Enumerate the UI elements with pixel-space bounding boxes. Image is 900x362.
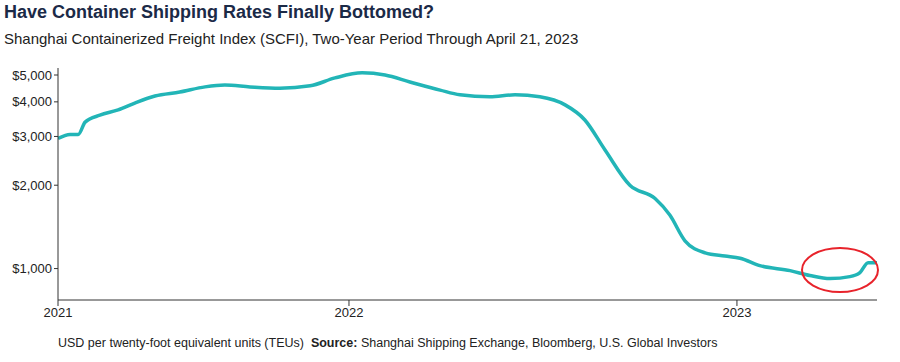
svg-text:$1,000: $1,000 <box>12 261 52 276</box>
html-text:Source: Shanghai Shipping Exch: Source: Shanghai Shipping Exchange, Bloo… <box>310 336 718 350</box>
svg-text:2023: 2023 <box>722 305 751 320</box>
svg-text:$4,000: $4,000 <box>12 94 52 109</box>
svg-text:$5,000: $5,000 <box>12 68 52 83</box>
svg-text:2022: 2022 <box>335 305 364 320</box>
svg-text:$3,000: $3,000 <box>12 129 52 144</box>
html-text:Have Container Shipping Rates: Have Container Shipping Rates Finally Bo… <box>4 2 435 22</box>
html-text:USD per twenty-foot equivalent: USD per twenty-foot equivalent units (TE… <box>58 336 304 350</box>
html-text:Shanghai Containerized Freight: Shanghai Containerized Freight Index (SC… <box>4 30 579 47</box>
svg-text:2021: 2021 <box>44 305 73 320</box>
svg-text:$2,000: $2,000 <box>12 178 52 193</box>
